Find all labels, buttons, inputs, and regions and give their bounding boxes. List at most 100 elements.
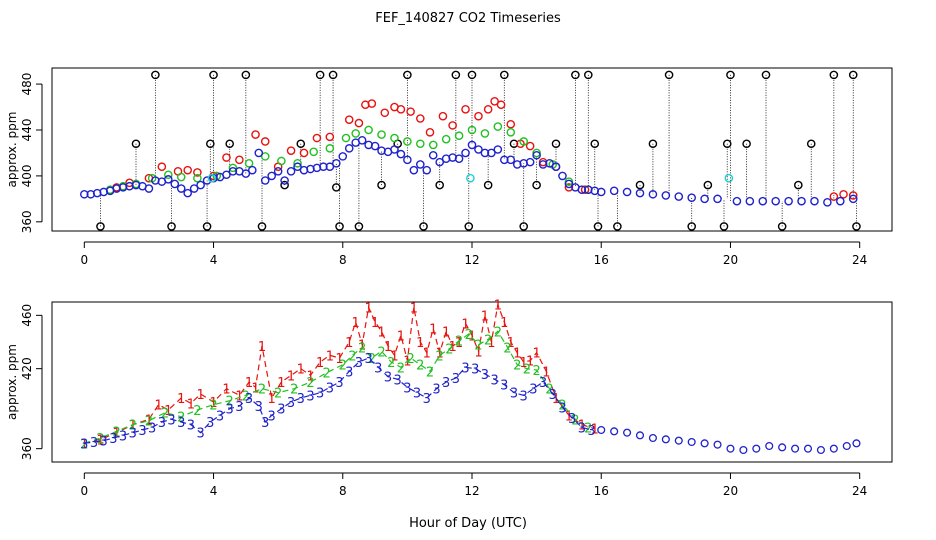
series-label-3: 3 <box>316 387 324 402</box>
series-label-3: 3 <box>568 412 576 427</box>
point-red <box>396 105 406 114</box>
series-label-3: 3 <box>80 437 88 452</box>
series-label-1: 1 <box>542 365 550 380</box>
point-blue <box>803 444 813 453</box>
series-label-3: 3 <box>520 389 528 404</box>
point-green <box>193 173 202 183</box>
point-black <box>703 180 713 190</box>
series-label-2: 2 <box>377 345 385 360</box>
point-blue <box>428 150 438 160</box>
point-red <box>474 111 483 121</box>
point-blue <box>260 176 270 185</box>
series-label-1: 1 <box>129 419 137 434</box>
point-green <box>428 140 438 150</box>
point-black <box>209 70 218 80</box>
series-label-1: 1 <box>513 347 521 362</box>
point-red <box>157 162 167 172</box>
point-blue <box>609 186 619 196</box>
series-label-3: 3 <box>277 403 285 418</box>
series-label-1: 1 <box>154 399 162 414</box>
point-blue <box>480 148 490 158</box>
point-black <box>131 139 141 149</box>
series-label-1: 1 <box>403 355 411 370</box>
plot-area <box>80 70 861 231</box>
series-label-3: 3 <box>297 392 305 407</box>
point-black <box>315 70 325 80</box>
point-red <box>580 185 590 194</box>
series-label-1: 1 <box>164 404 172 419</box>
x-tick-label: 24 <box>852 484 867 498</box>
series-label-1: 1 <box>371 316 379 331</box>
series-label-1: 1 <box>500 316 508 331</box>
series-label-1: 1 <box>520 356 528 371</box>
point-blue <box>396 149 406 159</box>
point-cyan <box>466 173 475 183</box>
point-black <box>241 70 251 80</box>
point-green <box>480 129 490 138</box>
point-green <box>377 130 386 139</box>
point-blue <box>635 188 645 198</box>
point-blue <box>732 196 742 206</box>
point-blue <box>623 428 632 437</box>
series-label-2: 2 <box>436 349 444 364</box>
y-tick-label: 480 <box>20 73 34 96</box>
x-tick-label: 16 <box>594 484 609 498</box>
point-black <box>761 70 771 80</box>
series-label-3: 3 <box>261 416 269 431</box>
series-label-1: 1 <box>306 369 314 384</box>
point-green <box>506 127 516 137</box>
chart-title: FEF_140827 CO2 Timeseries <box>375 11 561 26</box>
point-red <box>416 114 425 123</box>
series-label-2: 2 <box>112 425 120 440</box>
point-green <box>416 139 425 149</box>
series-label-3: 3 <box>384 371 392 386</box>
point-red <box>525 141 535 151</box>
series-label-3: 3 <box>268 409 276 424</box>
series-label-2: 2 <box>503 341 511 356</box>
series-label-2: 2 <box>145 415 153 430</box>
point-blue <box>836 196 845 206</box>
x-tick-label: 20 <box>723 484 738 498</box>
series-label-2: 2 <box>406 352 414 367</box>
series-label-2: 2 <box>80 437 88 452</box>
point-blue <box>597 425 606 435</box>
point-blue <box>273 167 283 176</box>
point-blue <box>564 179 574 189</box>
point-red <box>235 155 244 165</box>
series-label-3: 3 <box>490 373 498 388</box>
point-black <box>519 222 528 231</box>
y-tick-label: 400 <box>20 164 34 187</box>
point-blue <box>144 184 154 193</box>
series-label-1: 1 <box>222 383 230 398</box>
series-label-3: 3 <box>578 421 586 436</box>
point-green <box>228 163 238 173</box>
series-label-1: 1 <box>196 388 204 403</box>
point-red <box>286 146 296 155</box>
point-green <box>493 122 503 131</box>
point-red <box>461 105 470 114</box>
point-black <box>96 222 105 231</box>
point-black <box>852 222 861 231</box>
point-blue <box>176 184 186 193</box>
point-blue <box>500 155 509 165</box>
series-label-1: 1 <box>494 299 502 314</box>
series-label-1: 1 <box>251 381 259 396</box>
series-label-3: 3 <box>442 376 450 391</box>
point-green <box>176 172 186 182</box>
point-red <box>325 132 335 142</box>
series-label-1: 1 <box>591 423 599 438</box>
series-label-2: 2 <box>445 343 453 358</box>
point-black <box>335 222 344 231</box>
point-black <box>590 139 600 149</box>
series-label-2: 2 <box>465 328 473 343</box>
y-tick-label: 460 <box>20 304 34 327</box>
y-tick-label: 420 <box>20 357 34 380</box>
series-label-3: 3 <box>461 361 469 376</box>
point-blue <box>791 444 800 453</box>
point-blue <box>687 437 696 447</box>
point-blue <box>713 194 722 204</box>
point-blue <box>435 157 444 167</box>
point-black <box>280 180 289 190</box>
